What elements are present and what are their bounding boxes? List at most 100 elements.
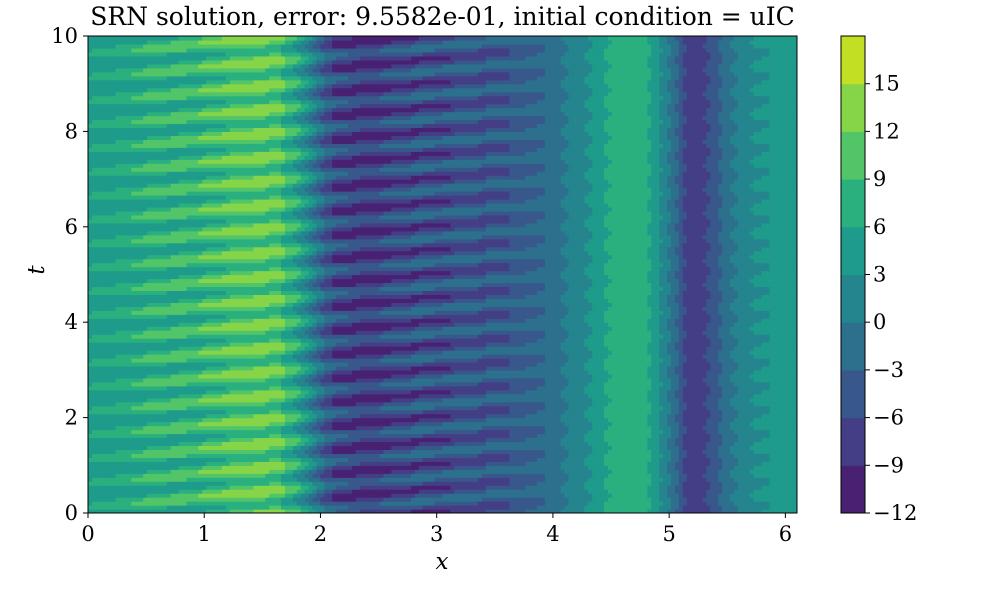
contour-cell	[513, 461, 518, 466]
contour-cell	[238, 402, 243, 407]
contour-cell	[620, 465, 625, 470]
contour-cell	[746, 426, 751, 431]
contour-cell	[458, 441, 463, 446]
contour-cell	[309, 485, 314, 490]
contour-cell	[261, 422, 266, 427]
contour-cell	[612, 505, 617, 510]
contour-cell	[383, 441, 388, 446]
contour-cell	[458, 437, 463, 442]
contour-cell	[486, 426, 491, 431]
contour-cell	[620, 457, 625, 462]
contour-cell	[269, 434, 274, 439]
contour-cell	[198, 469, 203, 474]
contour-cell	[324, 437, 329, 442]
contour-cell	[647, 493, 652, 498]
contour-cell	[620, 497, 625, 502]
contour-cell	[352, 410, 357, 415]
contour-cell	[387, 410, 392, 415]
contour-cell	[569, 497, 574, 502]
contour-cell	[506, 497, 511, 502]
contour-cell	[435, 434, 440, 439]
contour-cell	[364, 422, 369, 427]
contour-cell	[328, 497, 333, 502]
contour-cell	[726, 469, 731, 474]
contour-cell	[596, 430, 601, 435]
contour-cell	[419, 445, 424, 450]
contour-cell	[131, 469, 136, 474]
contour-cell	[781, 434, 786, 439]
contour-cell	[356, 426, 361, 431]
contour-cell	[789, 437, 794, 442]
contour-cell	[525, 410, 530, 415]
contour-cell	[301, 457, 306, 462]
contour-cell	[155, 430, 160, 435]
contour-cell	[135, 489, 140, 494]
contour-cell	[667, 461, 672, 466]
contour-cell	[309, 422, 314, 427]
contour-cell	[443, 489, 448, 494]
contour-cell	[474, 457, 479, 462]
contour-cell	[702, 437, 707, 442]
contour-cell	[277, 493, 282, 498]
contour-cell	[490, 485, 495, 490]
contour-cell	[498, 406, 503, 411]
contour-cell	[706, 461, 711, 466]
contour-cell	[742, 437, 747, 442]
contour-cell	[265, 437, 270, 442]
contour-cell	[722, 473, 727, 478]
contour-cell	[265, 445, 270, 450]
contour-cell	[675, 406, 680, 411]
contour-cell	[320, 402, 325, 407]
contour-cell	[466, 434, 471, 439]
contour-cell	[127, 406, 132, 411]
contour-cell	[159, 422, 164, 427]
contour-cell	[277, 453, 282, 458]
contour-cell	[297, 449, 302, 454]
contour-cell	[667, 426, 672, 431]
contour-cell	[726, 445, 731, 450]
contour-cell	[636, 418, 641, 423]
contour-cell	[509, 501, 514, 506]
contour-cell	[344, 406, 349, 411]
contour-cell	[671, 457, 676, 462]
contour-cell	[246, 469, 251, 474]
contour-cell	[167, 453, 172, 458]
contour-cell	[257, 505, 262, 510]
contour-cell	[663, 481, 668, 486]
contour-cell	[218, 414, 223, 419]
contour-cell	[450, 426, 455, 431]
contour-cell	[313, 457, 318, 462]
contour-cell	[399, 493, 404, 498]
contour-cell	[726, 426, 731, 431]
contour-cell	[600, 414, 605, 419]
contour-cell	[332, 418, 337, 423]
contour-cell	[754, 465, 759, 470]
contour-cell	[387, 485, 392, 490]
contour-cell	[431, 453, 436, 458]
contour-cell	[352, 505, 357, 510]
contour-cell	[462, 422, 467, 427]
contour-cell	[710, 437, 715, 442]
contour-cell	[92, 469, 97, 474]
contour-cell	[123, 505, 128, 510]
contour-cell	[758, 406, 763, 411]
contour-cell	[407, 465, 412, 470]
contour-cell	[446, 485, 451, 490]
contour-cell	[431, 473, 436, 478]
contour-cell	[584, 410, 589, 415]
contour-cell	[427, 473, 432, 478]
contour-cell	[616, 497, 621, 502]
contour-cell	[352, 441, 357, 446]
contour-cell	[482, 497, 487, 502]
contour-cell	[616, 501, 621, 506]
contour-cell	[344, 465, 349, 470]
contour-cell	[565, 501, 570, 506]
contour-cell	[127, 481, 132, 486]
contour-cell	[273, 406, 278, 411]
contour-cell	[403, 406, 408, 411]
contour-cell	[155, 469, 160, 474]
contour-cell	[194, 449, 199, 454]
contour-cell	[407, 501, 412, 506]
contour-cell	[533, 505, 538, 510]
contour-cell	[108, 465, 113, 470]
